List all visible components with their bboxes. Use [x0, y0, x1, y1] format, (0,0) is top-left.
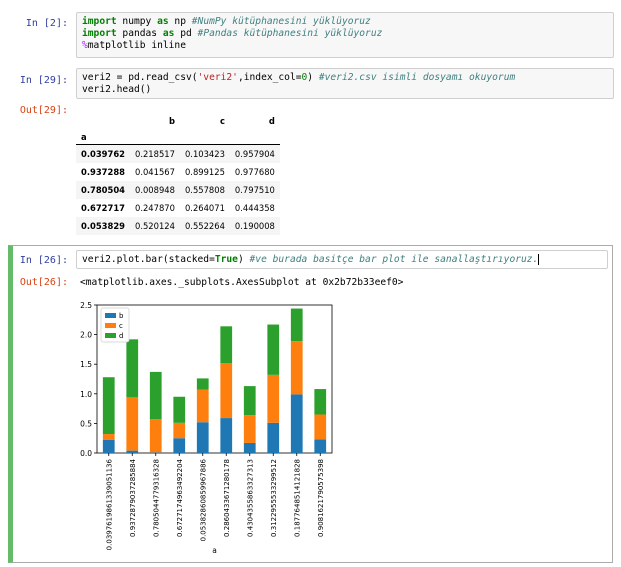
cell2-out-prompt: Out[29]:: [19, 105, 68, 116]
table-index-cell: 0.053829: [81, 221, 125, 231]
index-name: a: [76, 130, 130, 145]
code-text: ): [237, 254, 250, 265]
table-row: 0.672717 0.247870 0.264071 0.444358: [76, 199, 280, 217]
code-comment: #NumPy kütüphanesini yüklüyoruz: [191, 16, 371, 27]
table-header-cell: c: [219, 116, 225, 126]
table-cell: 0.552264: [184, 221, 225, 231]
code-text: veri2.head(): [82, 84, 152, 95]
table-header-blank: [229, 130, 280, 145]
table-cell: 0.041567: [134, 167, 175, 177]
table-header-cell: d: [268, 116, 275, 126]
table-header-cell: [76, 112, 130, 130]
table-index-cell: 0.937288: [81, 167, 125, 177]
text-cursor: [538, 254, 540, 265]
table-cell: 0.957904: [234, 149, 275, 159]
table-cell: 0.797510: [234, 185, 275, 195]
table-cell: 0.977680: [234, 167, 275, 177]
code-text: pandas: [116, 28, 163, 39]
table-cell: 0.103423: [184, 149, 225, 159]
table-header-blank: [179, 130, 230, 145]
code-string: 'veri2': [197, 72, 238, 83]
code-number: 0: [301, 72, 308, 83]
code-comment: #ve burada basitçe bar plot ile sanallaş…: [249, 254, 539, 265]
code-text: ,index_col=: [237, 72, 302, 83]
table-index-cell: 0.039762: [81, 149, 125, 159]
keyword: as: [162, 28, 175, 39]
selected-cell-frame[interactable]: [8, 245, 613, 563]
table-cell: 0.557808: [184, 185, 225, 195]
code-text: matplotlib inline: [87, 40, 186, 51]
code-text: numpy: [116, 16, 158, 27]
keyword: as: [157, 16, 169, 27]
code-text: np: [168, 16, 192, 27]
code-comment: #veri2.csv isimli dosyamı okuyorum: [318, 72, 516, 83]
keyword: True: [214, 254, 238, 265]
magic-symbol: %: [82, 40, 88, 51]
cell1-code-editor[interactable]: import numpy as np #NumPy kütüphanesini …: [76, 12, 614, 58]
cell3-code-editor[interactable]: veri2.plot.bar(stacked=True) #ve burada …: [76, 250, 608, 269]
table-row: 0.039762 0.218517 0.103423 0.957904: [76, 144, 280, 163]
dataframe-table: b c d a 0.039762 0.218517 0.103423 0.957904…: [76, 112, 280, 235]
table-row: 0.053829 0.520124 0.552264 0.190008: [76, 217, 280, 235]
code-text: ): [307, 72, 319, 83]
keyword: import: [82, 16, 117, 27]
table-row: 0.937288 0.041567 0.899125 0.977680: [76, 163, 280, 181]
table-index-cell: 0.780504: [81, 185, 125, 195]
table-header-row: b c d: [76, 112, 280, 130]
table-index-cell: 0.672717: [81, 203, 125, 213]
table-index-header-row: a: [76, 130, 280, 145]
keyword: import: [82, 28, 117, 39]
table-cell: 0.520124: [134, 221, 175, 231]
code-text: veri2 = pd.read_csv(: [82, 72, 198, 83]
output-repr-text: <matplotlib.axes._subplots.AxesSubplot a…: [80, 277, 404, 288]
table-cell: 0.190008: [234, 221, 275, 231]
cell2-code-editor[interactable]: veri2 = pd.read_csv('veri2',index_col=0)…: [76, 68, 614, 99]
code-comment: #Pandas kütüphanesini yüklüyoruz: [197, 28, 383, 39]
code-text: pd: [174, 28, 198, 39]
table-cell: 0.218517: [134, 149, 175, 159]
cell1-prompt: In [2]:: [25, 18, 68, 29]
code-text: veri2.plot.bar(stacked=: [82, 254, 215, 265]
cell2-prompt: In [29]:: [19, 75, 68, 86]
table-cell: 0.899125: [184, 167, 225, 177]
table-row: 0.780504 0.008948 0.557808 0.797510: [76, 181, 280, 199]
table-cell: 0.444358: [234, 203, 275, 213]
cell3-prompt: In [26]:: [19, 255, 68, 266]
table-cell: 0.264071: [184, 203, 225, 213]
table-cell: 0.008948: [134, 185, 175, 195]
table-header-blank: [129, 130, 180, 145]
table-cell: 0.247870: [134, 203, 175, 213]
cell3-out-prompt: Out[26]:: [19, 277, 68, 288]
table-header-cell: b: [168, 116, 175, 126]
